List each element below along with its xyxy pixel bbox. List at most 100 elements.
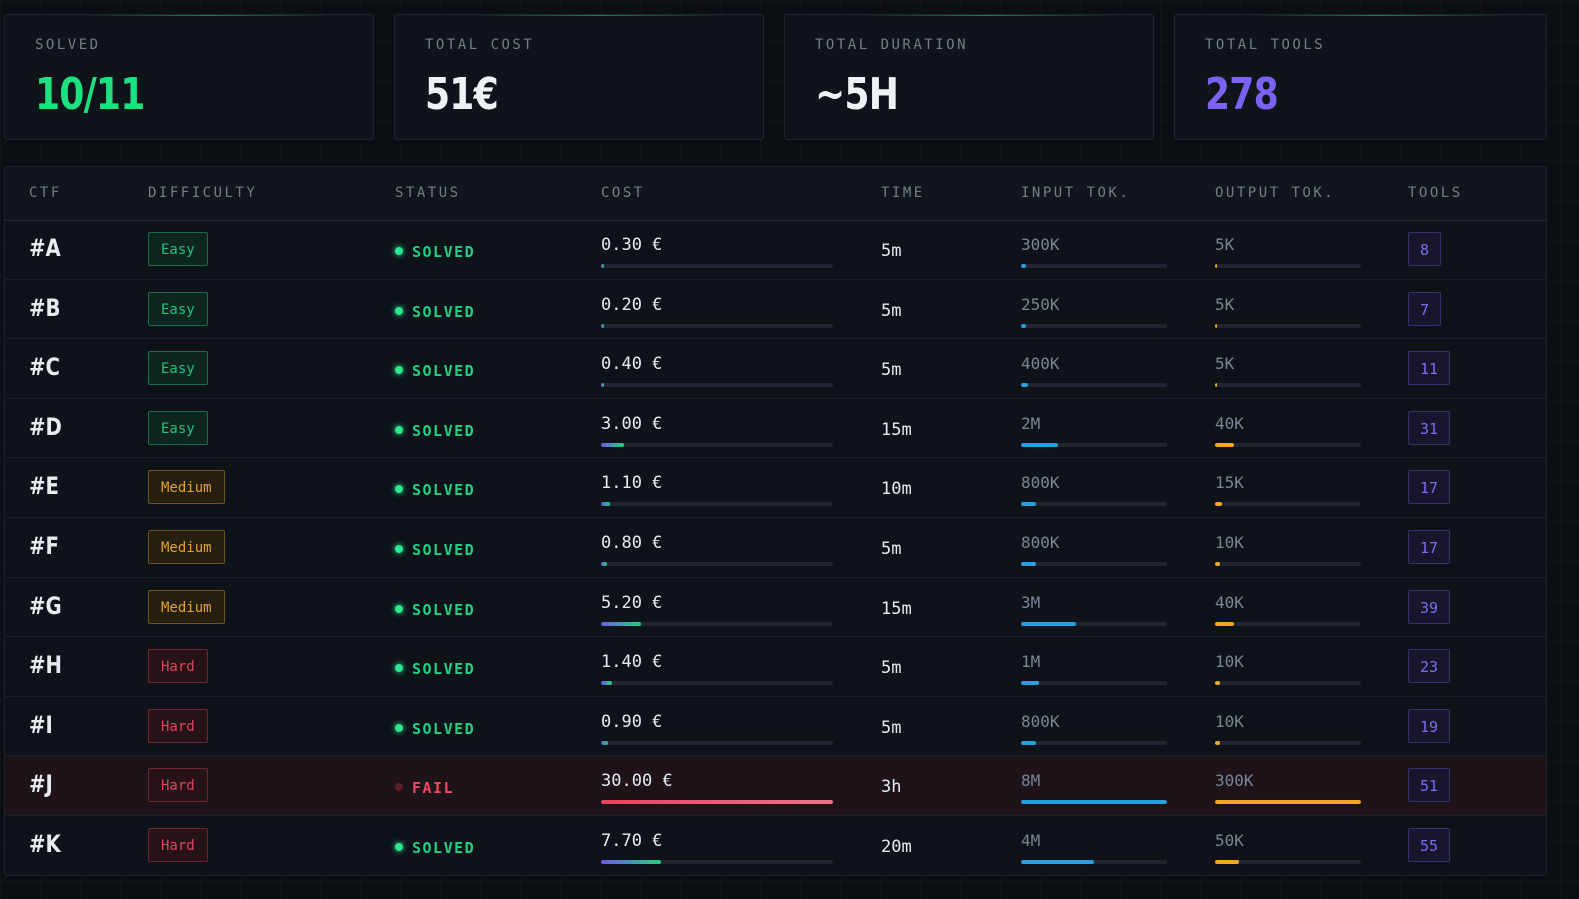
status-label: FAIL: [412, 779, 455, 798]
output-tokens-bar-fill: [1215, 800, 1361, 805]
column-header-time: TIME: [881, 185, 925, 201]
cost-value: 3.00 €: [601, 413, 663, 434]
cost-value: 0.40 €: [601, 354, 663, 375]
input-tokens-bar: [1021, 264, 1167, 268]
cost-value: 0.30 €: [601, 235, 663, 255]
input-tokens-bar: [1021, 502, 1167, 507]
output-tokens-bar: [1215, 800, 1361, 805]
summary-value: 278: [1205, 69, 1279, 120]
difficulty-badge: Hard: [148, 649, 208, 684]
output-tokens-bar-fill: [1215, 383, 1218, 388]
time-value: 5m: [881, 717, 902, 738]
input-tokens-value: 250K: [1021, 294, 1060, 314]
status-indicator: SOLVED: [395, 660, 475, 678]
output-tokens-value: 40K: [1215, 413, 1244, 433]
summary-card-solved: SOLVED 10/11: [4, 14, 374, 140]
table-row: #C Easy SOLVED 0.40 € 5m 400K 5K 11: [5, 339, 1546, 399]
tools-count-badge: 23: [1408, 649, 1451, 684]
ctf-id: #J: [29, 770, 53, 799]
table-row: #I Hard SOLVED 0.90 € 5m 800K 10K 19: [5, 697, 1546, 757]
status-label: SOLVED: [412, 481, 476, 500]
input-tokens-bar: [1021, 740, 1167, 745]
table-row: #H Hard SOLVED 1.40 € 5m 1M 10K 23: [5, 637, 1546, 697]
input-tokens-value: 800K: [1021, 533, 1060, 552]
status-label: SOLVED: [412, 362, 476, 381]
input-tokens-bar-fill: [1021, 383, 1029, 388]
cost-value: 5.20 €: [601, 592, 663, 613]
summary-card-total-cost: TOTAL COST 51€: [394, 14, 764, 140]
ctf-id: #B: [29, 293, 61, 322]
cost-bar-fill: [601, 323, 604, 328]
input-tokens-bar: [1021, 621, 1167, 626]
cost-bar: [601, 681, 833, 686]
summary-label: TOTAL DURATION: [815, 37, 969, 53]
input-tokens-value: 3M: [1021, 592, 1041, 612]
ctf-id: #D: [29, 412, 62, 441]
input-tokens-bar-fill: [1021, 442, 1058, 447]
summary-card-total-tools: TOTAL TOOLS 278: [1174, 14, 1547, 140]
output-tokens-value: 5K: [1215, 235, 1235, 254]
status-indicator: SOLVED: [395, 601, 475, 619]
ctf-id: #E: [29, 472, 59, 501]
status-dot-icon: [395, 306, 403, 315]
cost-bar: [601, 383, 833, 388]
output-tokens-bar: [1215, 740, 1361, 745]
difficulty-badge: Easy: [148, 410, 208, 445]
table-row: #F Medium SOLVED 0.80 € 5m 800K 10K 17: [5, 518, 1546, 578]
status-label: SOLVED: [412, 243, 476, 261]
cost-value: 7.70 €: [601, 831, 663, 851]
summary-cards: SOLVED 10/11 TOTAL COST 51€ TOTAL DURATI…: [4, 14, 1547, 142]
results-table: CTF DIFFICULTY STATUS COST TIME INPUT TO…: [4, 166, 1547, 876]
cost-bar: [601, 740, 833, 745]
status-label: SOLVED: [412, 302, 476, 321]
cost-bar-fill: [601, 562, 608, 566]
summary-label: SOLVED: [35, 37, 101, 53]
time-value: 20m: [881, 837, 912, 857]
tools-count-badge: 55: [1408, 828, 1451, 862]
input-tokens-bar-fill: [1021, 860, 1094, 864]
summary-value: 10/11: [35, 69, 145, 120]
input-tokens-value: 300K: [1021, 235, 1060, 254]
input-tokens-bar-fill: [1021, 681, 1040, 686]
cost-bar-fill: [601, 621, 642, 626]
status-indicator: SOLVED: [395, 362, 475, 380]
cost-bar-fill: [601, 860, 661, 864]
status-dot-icon: [395, 604, 403, 613]
time-value: 3h: [881, 777, 902, 798]
output-tokens-bar: [1215, 621, 1361, 626]
status-indicator: SOLVED: [395, 481, 475, 499]
input-tokens-bar: [1021, 562, 1167, 566]
status-indicator: SOLVED: [395, 303, 475, 321]
summary-label: TOTAL TOOLS: [1205, 37, 1326, 53]
table-row: #D Easy SOLVED 3.00 € 15m 2M 40K 31: [5, 399, 1546, 459]
input-tokens-bar: [1021, 860, 1167, 864]
input-tokens-bar-fill: [1021, 800, 1167, 805]
input-tokens-bar-fill: [1021, 264, 1027, 268]
ctf-id: #A: [29, 234, 61, 262]
difficulty-badge: Hard: [148, 828, 208, 862]
difficulty-badge: Medium: [148, 530, 225, 564]
cost-bar: [601, 323, 833, 328]
table-row: #E Medium SOLVED 1.10 € 10m 800K 15K 17: [5, 458, 1546, 518]
status-indicator: SOLVED: [395, 422, 475, 440]
output-tokens-bar-fill: [1215, 681, 1220, 686]
ctf-id: #I: [29, 710, 53, 739]
tools-count-badge: 7: [1408, 291, 1442, 326]
table-row: #B Easy SOLVED 0.20 € 5m 250K 5K 7: [5, 280, 1546, 340]
input-tokens-value: 1M: [1021, 652, 1041, 672]
status-label: SOLVED: [412, 541, 476, 559]
output-tokens-value: 5K: [1215, 294, 1235, 314]
cost-value: 30.00 €: [601, 771, 673, 792]
tools-count-badge: 11: [1408, 351, 1451, 386]
input-tokens-value: 800K: [1021, 711, 1060, 731]
status-indicator: SOLVED: [395, 839, 475, 857]
difficulty-badge: Easy: [148, 291, 208, 326]
cost-bar: [601, 562, 833, 566]
input-tokens-bar: [1021, 681, 1167, 686]
cost-bar: [601, 860, 833, 864]
output-tokens-bar-fill: [1215, 264, 1218, 268]
status-label: SOLVED: [412, 421, 476, 440]
summary-label: TOTAL COST: [425, 37, 535, 53]
tools-count-badge: 8: [1408, 232, 1442, 266]
status-indicator: SOLVED: [395, 720, 475, 738]
